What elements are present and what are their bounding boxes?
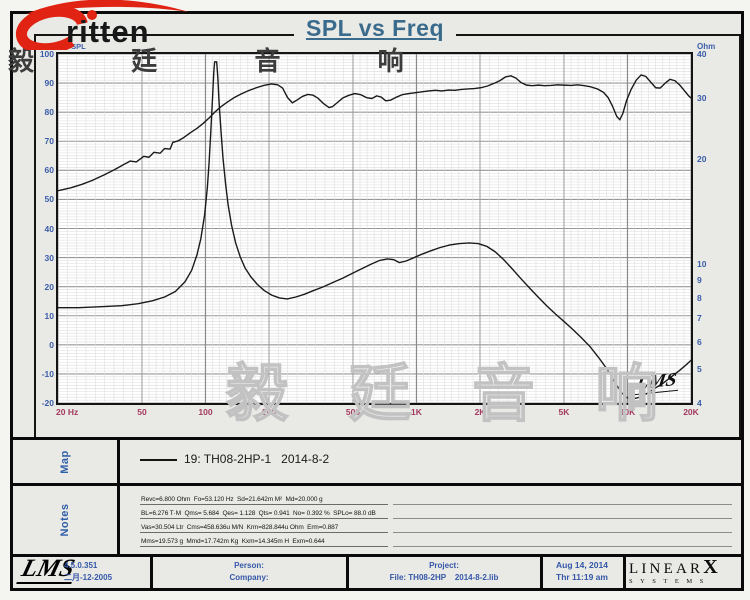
note-rule-right	[393, 504, 732, 506]
x-tick: 50	[137, 407, 147, 417]
company-watermark-top: 毅 廷 音 响	[8, 46, 449, 76]
footer-divider-3	[540, 557, 543, 588]
report-date: Aug 14, 2014	[556, 560, 608, 570]
notes-label-cell: Notes	[13, 486, 120, 554]
y-left-tick: 30	[44, 252, 54, 263]
y-left-tick: 40	[44, 223, 54, 234]
x-tick: 500	[345, 407, 361, 417]
x-tick: 2K	[474, 407, 486, 417]
plot-curves	[58, 61, 691, 400]
x-tick: 100	[198, 407, 213, 417]
y-left-tick: 90	[44, 78, 54, 89]
note-line-text: BL=6.276 T·M Qms= 5.684 Qes= 1.128 Qts= …	[141, 510, 376, 517]
curve-spl	[58, 74, 691, 192]
note-line-text: Revc=6.800 Ohm Fo=53.120 Hz Sd=21.642m M…	[141, 496, 323, 503]
logo-brand-text: ritten	[66, 14, 150, 49]
y-left-tick: -10	[41, 368, 54, 379]
x-tick: 200	[261, 407, 277, 417]
note-rule-right	[393, 532, 732, 534]
report-time: Thr 11:19 am	[556, 572, 608, 582]
map-curve-entry: 19: TH08-2HP-1 2014-8-2	[184, 452, 330, 466]
note-rule-right	[393, 518, 732, 520]
y-right-tick: 6	[697, 336, 702, 347]
y-right-tick: 4	[697, 398, 702, 408]
plot-grid	[58, 54, 691, 403]
y-left-tick: 70	[44, 136, 54, 147]
app-version: 4.5.0.351	[64, 561, 98, 570]
file-label: File: TH08-2HP 2014-8-2.lib	[389, 573, 499, 582]
y-right-tick: 10	[697, 259, 707, 270]
x-tick: 5K	[558, 407, 570, 417]
linearx-logo-main: LINEAR	[629, 561, 704, 577]
y-left-tick: 60	[44, 165, 54, 176]
page-title: SPL vs Freq	[293, 15, 457, 42]
notes-label: Notes	[59, 503, 71, 537]
divider-notes-footer	[13, 554, 741, 557]
map-label: Map	[59, 449, 71, 474]
y-right-tick: 8	[697, 292, 702, 303]
person-label: Person:	[234, 561, 264, 570]
footer-divider-1	[150, 557, 153, 588]
y-right-tick: 30	[697, 92, 707, 103]
note-rule-left	[140, 532, 388, 534]
note-rule-left	[140, 504, 388, 506]
divider-graph-map	[13, 437, 741, 440]
project-label: Project:	[429, 561, 459, 570]
y-right-tick: 9	[697, 275, 702, 286]
y-right-tick: 7	[697, 313, 702, 324]
y-right-tick: 5	[697, 364, 702, 375]
linearx-logo: LINEARX SYSTEMS	[629, 556, 739, 585]
company-watermark-bottom: 毅 廷 音 响	[225, 360, 680, 429]
x-tick: 1K	[411, 407, 422, 417]
footer-divider-4	[623, 557, 626, 588]
y-left-tick: 10	[44, 310, 54, 321]
x-tick: 20K	[683, 407, 699, 417]
linearx-logo-sub: SYSTEMS	[629, 578, 711, 585]
y-right-tick: 20	[697, 154, 707, 165]
y-left-tick: 100	[39, 49, 54, 59]
logo-swoosh-icon	[15, 0, 189, 50]
app-date: 二月-12-2005	[64, 573, 113, 582]
footer-divider-2	[346, 557, 349, 588]
company-label: Company:	[229, 573, 269, 582]
curve-impedance	[58, 61, 691, 400]
y-left-tick: 20	[44, 281, 54, 292]
note-line-text: Vas=30.504 Ltr Cms=458.636u M/N Krm=828.…	[141, 524, 339, 531]
x-tick: 10K	[619, 407, 636, 417]
x-tick: 20 Hz	[56, 407, 79, 417]
note-rule-right	[393, 546, 732, 548]
y-left-tick: 50	[44, 194, 54, 205]
map-curve-swatch	[140, 459, 177, 461]
map-label-cell: Map	[13, 440, 120, 483]
note-rule-left	[140, 518, 388, 520]
divider-map-notes	[13, 483, 741, 486]
brand-logo: ritten	[15, 0, 189, 50]
note-rule-left	[140, 546, 388, 548]
y-left-tick: -20	[41, 398, 54, 408]
y-left-tick: 80	[44, 107, 54, 118]
linearx-logo-x: X	[703, 556, 718, 578]
y-right-tick: 40	[697, 49, 707, 59]
note-line-text: Mms=19.573 g Mmd=17.742m Kg Kxm=14.345m …	[141, 538, 325, 545]
y-left-tick: 0	[49, 339, 54, 350]
y-right-axis-unit: Ohm	[697, 42, 716, 51]
